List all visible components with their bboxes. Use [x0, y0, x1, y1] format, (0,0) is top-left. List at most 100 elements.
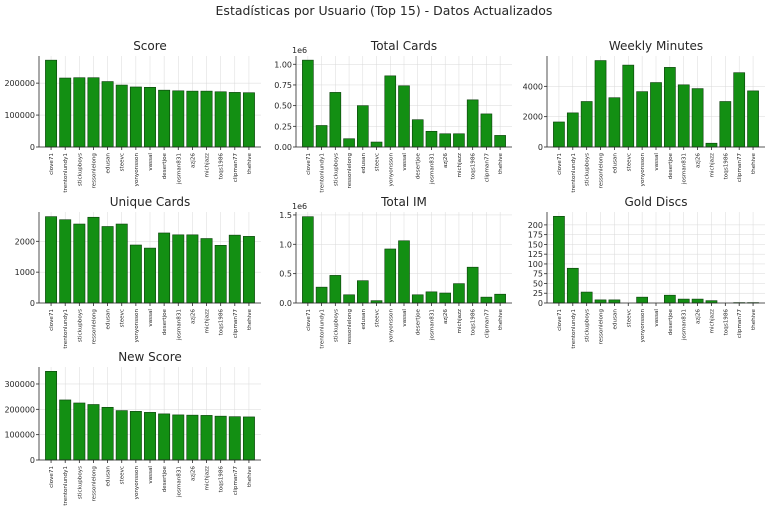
bar [553, 121, 565, 148]
x-tick-label: stickupboys [77, 466, 83, 499]
bar [144, 86, 156, 148]
bar [664, 294, 676, 304]
bar [302, 216, 314, 304]
x-tick-label: desertjoe [668, 152, 674, 179]
x-tick-label: steevc [626, 309, 632, 327]
x-tick-label: clipman77 [737, 309, 743, 339]
bar [87, 216, 100, 304]
panel-title: New Score [118, 350, 182, 364]
bar [144, 247, 156, 304]
bar [636, 91, 648, 148]
x-tick-label: stickupboys [333, 153, 339, 186]
x-tick-label: steevc [120, 153, 126, 171]
bar [594, 299, 607, 304]
bar [329, 92, 342, 148]
y-tick-label: 2000 [523, 113, 543, 122]
chart-panel: Score 0 100000 200000 clove71 trentonlundy1 st… [4, 39, 261, 193]
y-tick-label: 25 [533, 289, 543, 298]
bar [186, 90, 199, 148]
x-tick-label: josman831 [682, 309, 688, 341]
x-tick-label: azj26 [443, 309, 449, 324]
x-tick-label: ressonlelong [91, 153, 97, 189]
x-tick-label: clove71 [557, 153, 563, 175]
x-tick-label: michjazz [709, 153, 715, 178]
x-tick-label: trentonlundy1 [571, 153, 577, 193]
bar [398, 85, 410, 148]
bar [384, 248, 397, 304]
bar [158, 89, 171, 148]
x-tick-label: ressonlelong [599, 309, 605, 345]
y-tick-label: 0 [538, 143, 543, 152]
x-tick-label: desertjoe [668, 308, 674, 335]
y-tick-label: 0.25 [274, 122, 292, 131]
x-tick-label: desertjoe [416, 308, 422, 335]
bar [101, 406, 114, 461]
bar [302, 59, 314, 148]
x-tick-label: azj26 [190, 153, 196, 168]
bar [343, 294, 355, 304]
bar [228, 416, 241, 461]
y-tick-label: 0.0 [279, 299, 292, 308]
bar [480, 296, 493, 304]
bar [315, 125, 328, 148]
x-tick-label: josman831 [429, 153, 435, 185]
x-tick-label: josman831 [682, 153, 688, 185]
y-tick-label: 0 [30, 456, 35, 465]
x-tick-label: edusan [361, 309, 367, 330]
bar [87, 77, 100, 148]
y-tick-label: 4000 [523, 82, 543, 91]
x-tick-label: josman831 [176, 153, 182, 185]
x-tick-label: michjazz [205, 466, 211, 491]
bar [425, 130, 438, 148]
x-tick-label: clove71 [306, 153, 312, 175]
bar [315, 286, 328, 304]
panel-title: Weekly Minutes [609, 39, 703, 53]
bar [59, 399, 72, 461]
x-tick-label: yonyonsson [388, 153, 394, 187]
y-tick-label: 200 [528, 221, 543, 230]
bar [158, 232, 171, 304]
x-tick-label: azj26 [696, 153, 702, 168]
x-tick-label: toqs1986 [219, 309, 225, 336]
x-tick-label: thehive [498, 152, 504, 174]
bar [101, 226, 114, 304]
bar [553, 215, 565, 304]
bar [747, 90, 759, 148]
x-tick-label: vassal [148, 466, 154, 484]
x-tick-label: edusan [106, 153, 112, 174]
bar [594, 60, 607, 148]
x-tick-label: vassal [654, 309, 660, 327]
bar [73, 223, 86, 304]
x-tick-label: clipman77 [484, 153, 490, 183]
x-tick-label: michjazz [205, 153, 211, 178]
y-tick-label: 125 [528, 250, 543, 259]
x-tick-label: azj26 [190, 309, 196, 324]
bar [370, 141, 383, 148]
x-tick-label: clove71 [49, 466, 55, 488]
x-tick-label: desertjoe [162, 308, 168, 335]
y-tick-label: 200000 [4, 405, 35, 414]
chart-panel: Weekly Minutes 0 2000 4000 clove71 trentonlun… [523, 39, 765, 193]
bar [172, 234, 185, 304]
x-tick-label: michjazz [205, 309, 211, 334]
bar [411, 119, 424, 148]
y-tick-label: 0 [30, 143, 35, 152]
x-tick-label: clipman77 [737, 153, 743, 183]
bar [214, 415, 227, 461]
x-tick-label: ressonlelong [347, 309, 353, 345]
bar [129, 86, 142, 148]
x-tick-label: steevc [375, 309, 381, 327]
bar [425, 291, 438, 304]
x-tick-label: yonyonsson [134, 466, 140, 500]
x-tick-label: yonyonsson [134, 153, 140, 187]
x-tick-label: ressonlelong [347, 153, 353, 189]
bar [480, 113, 493, 148]
x-tick-label: steevc [120, 309, 126, 327]
x-tick-label: vassal [148, 153, 154, 171]
x-tick-label: thehive [498, 308, 504, 330]
bar [494, 135, 506, 148]
x-tick-label: vassal [402, 153, 408, 171]
